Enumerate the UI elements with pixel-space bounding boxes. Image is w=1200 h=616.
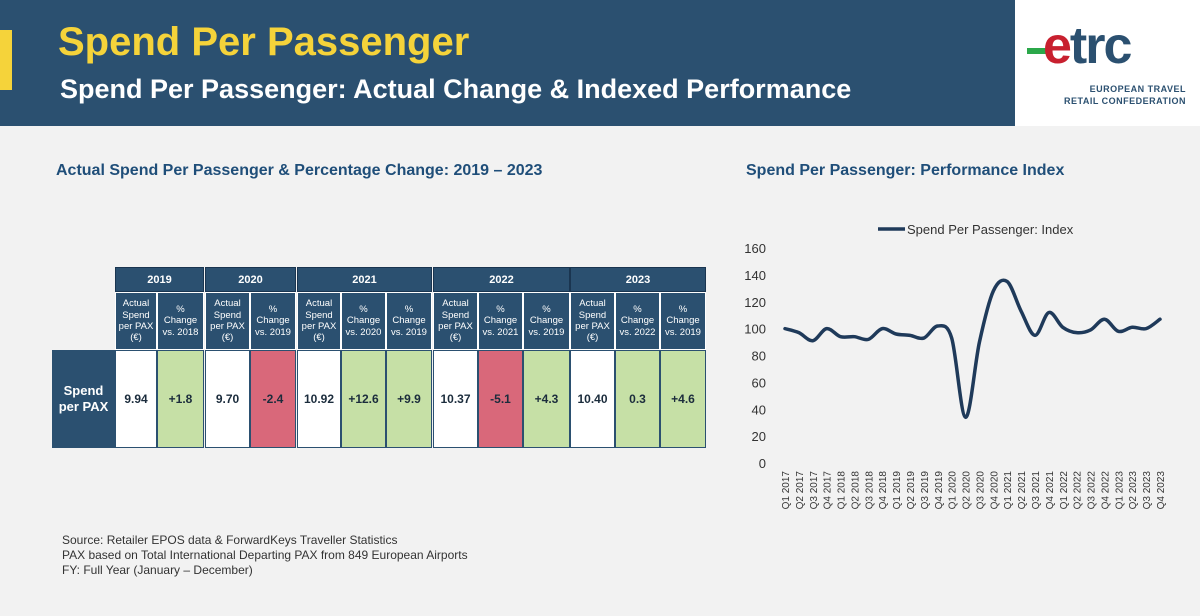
x-tick-label: Q3 2022 — [1087, 471, 1098, 510]
page-subtitle: Spend Per Passenger: Actual Change & Ind… — [60, 74, 852, 104]
column-header: Actual Spend per PAX (€) — [115, 292, 157, 350]
source-line: Source: Retailer EPOS data & ForwardKeys… — [62, 533, 398, 547]
x-tick-label: Q4 2021 — [1045, 471, 1056, 510]
x-tick-label: Q1 2023 — [1114, 471, 1125, 510]
logo-tagline-2: RETAIL CONFEDERATION — [1064, 96, 1186, 106]
row-header: Spend per PAX — [52, 350, 115, 448]
column-header: % Change vs. 2022 — [615, 292, 660, 350]
logo-wordmark: etrc — [1043, 17, 1132, 75]
y-tick-label: 0 — [759, 456, 766, 471]
x-tick-label: Q4 2019 — [934, 471, 945, 510]
x-tick-label: Q2 2023 — [1128, 471, 1139, 510]
logo-dash — [1027, 48, 1051, 54]
x-tick-label: Q4 2023 — [1156, 471, 1167, 510]
logo-tagline-1: EUROPEAN TRAVEL — [1089, 84, 1186, 94]
page-title: Spend Per Passenger — [58, 20, 470, 64]
year-header: 2019 — [115, 267, 204, 292]
etrc-logo: etrc EUROPEAN TRAVEL RETAIL CONFEDERATIO… — [1015, 0, 1200, 126]
x-tick-label: Q1 2020 — [948, 471, 959, 510]
legend-label: Spend Per Passenger: Index — [907, 222, 1074, 237]
table-cell: +1.8 — [157, 350, 204, 448]
table-cell: 10.37 — [433, 350, 478, 448]
table-cell: +12.6 — [341, 350, 386, 448]
column-header: % Change vs. 2020 — [341, 292, 386, 350]
y-tick-label: 40 — [752, 402, 766, 417]
x-tick-label: Q3 2021 — [1031, 471, 1042, 510]
table-cell: +4.6 — [660, 350, 706, 448]
column-header: Actual Spend per PAX (€) — [297, 292, 341, 350]
column-header: % Change vs. 2021 — [478, 292, 523, 350]
x-tick-label: Q4 2020 — [989, 471, 1000, 510]
x-tick-label: Q3 2017 — [809, 471, 820, 510]
x-tick-label: Q1 2022 — [1059, 471, 1070, 510]
year-header: 2021 — [297, 267, 432, 292]
table-cell: -2.4 — [250, 350, 296, 448]
table-cell: 0.3 — [615, 350, 660, 448]
column-header: Actual Spend per PAX (€) — [570, 292, 615, 350]
table-cell: 9.94 — [115, 350, 157, 448]
x-tick-label: Q2 2019 — [906, 471, 917, 510]
x-tick-label: Q2 2022 — [1073, 471, 1084, 510]
fy-note: FY: Full Year (January – December) — [62, 563, 253, 577]
table-cell: +9.9 — [386, 350, 432, 448]
year-header: 2023 — [570, 267, 706, 292]
column-header: % Change vs. 2019 — [250, 292, 296, 350]
column-header: % Change vs. 2018 — [157, 292, 204, 350]
y-tick-label: 140 — [744, 268, 766, 283]
x-tick-label: Q2 2017 — [795, 471, 806, 510]
y-tick-label: 160 — [744, 241, 766, 256]
table-cell: -5.1 — [478, 350, 523, 448]
x-tick-label: Q4 2022 — [1100, 471, 1111, 510]
x-tick-label: Q3 2023 — [1142, 471, 1153, 510]
x-tick-label: Q2 2018 — [850, 471, 861, 510]
header-banner: Spend Per Passenger Spend Per Passenger:… — [0, 0, 1200, 126]
table-cell: +4.3 — [523, 350, 570, 448]
table-cell: 10.40 — [570, 350, 615, 448]
sources-note: Source: Retailer EPOS data & ForwardKeys… — [62, 533, 468, 578]
pax-note: PAX based on Total International Departi… — [62, 548, 468, 562]
table-section-title: Actual Spend Per Passenger & Percentage … — [56, 162, 543, 179]
column-header: Actual Spend per PAX (€) — [205, 292, 250, 350]
x-tick-label: Q1 2019 — [892, 471, 903, 510]
column-header: % Change vs. 2019 — [386, 292, 432, 350]
column-header: Actual Spend per PAX (€) — [433, 292, 478, 350]
x-tick-label: Q2 2021 — [1017, 471, 1028, 510]
y-tick-label: 80 — [752, 349, 766, 364]
x-tick-label: Q3 2018 — [864, 471, 875, 510]
y-tick-label: 60 — [752, 375, 766, 390]
x-tick-label: Q3 2019 — [920, 471, 931, 510]
x-tick-label: Q2 2020 — [962, 471, 973, 510]
year-header: 2020 — [205, 267, 296, 292]
x-tick-label: Q4 2017 — [823, 471, 834, 510]
x-tick-label: Q4 2018 — [878, 471, 889, 510]
x-tick-label: Q3 2020 — [975, 471, 986, 510]
table-cell: 10.92 — [297, 350, 341, 448]
column-header: % Change vs. 2019 — [660, 292, 706, 350]
column-header: % Change vs. 2019 — [523, 292, 570, 350]
series-line — [783, 278, 1162, 420]
x-tick-label: Q1 2021 — [1003, 471, 1014, 510]
year-header: 2022 — [433, 267, 570, 292]
x-tick-label: Q1 2017 — [781, 471, 792, 510]
table-cell: 9.70 — [205, 350, 250, 448]
x-tick-label: Q1 2018 — [837, 471, 848, 510]
chart-section-title: Spend Per Passenger: Performance Index — [746, 162, 1065, 179]
y-tick-label: 100 — [744, 322, 766, 337]
y-tick-label: 120 — [744, 295, 766, 310]
accent-bar — [0, 30, 12, 90]
y-tick-label: 20 — [752, 429, 766, 444]
